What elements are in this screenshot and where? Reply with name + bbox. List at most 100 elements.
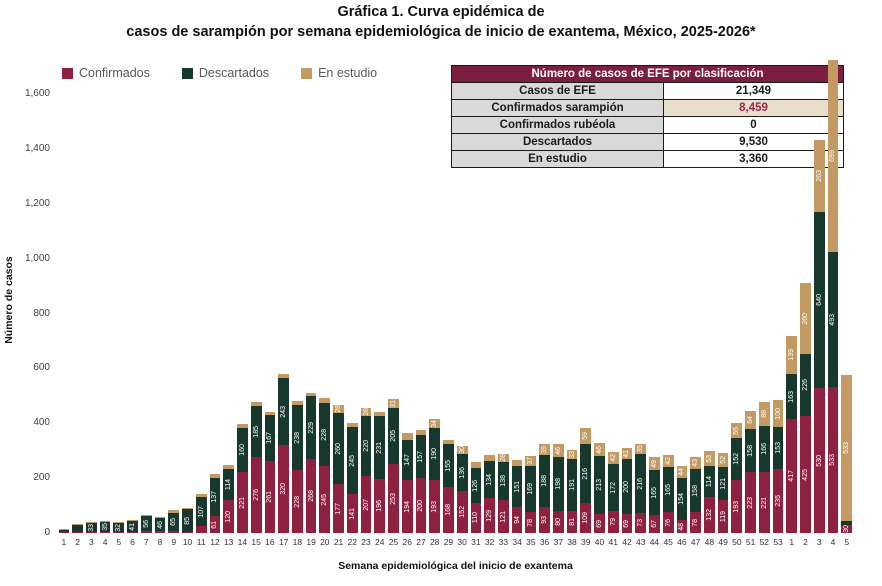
bar-value-label: 69 bbox=[623, 519, 631, 528]
x-axis-tick-label: 14 bbox=[237, 537, 248, 547]
bar-week-50-2025: 193 152 55 bbox=[730, 423, 744, 533]
bars-container: 33 35 32 41 56 46 65 85 107 61 137 120 114 221 160 276 1… bbox=[57, 52, 854, 533]
bar-segment-confirmados: 221 bbox=[237, 472, 248, 533]
bar-value-label: 163 bbox=[788, 390, 796, 403]
bar-value-label: 165 bbox=[664, 483, 672, 496]
x-axis-tick-label: 39 bbox=[581, 537, 591, 547]
bar-segment-confirmados: 235 bbox=[772, 469, 784, 533]
bar-segment-en-estudio: 43 bbox=[690, 457, 702, 469]
bar-segment-en-estudio bbox=[470, 462, 482, 468]
x-axis-tick-label: 24 bbox=[375, 537, 385, 547]
bar-segment-descartados: 154 bbox=[676, 478, 688, 520]
summary-row-label: Descartados bbox=[451, 133, 664, 151]
bar-week-35-2025: 78 169 37 bbox=[524, 456, 538, 533]
bar-segment-en-estudio bbox=[319, 398, 331, 403]
bar-value-label: 109 bbox=[582, 512, 590, 524]
summary-table-row: Casos de EFE 21,349 bbox=[451, 82, 844, 100]
x-axis-tick-label: 45 bbox=[663, 537, 673, 547]
bar-value-label: 533 bbox=[829, 454, 837, 466]
x-axis-tick-label: 32 bbox=[484, 537, 495, 547]
bar-segment-en-estudio: 33 bbox=[566, 450, 578, 459]
y-axis-labels: 0 200 400 600 800 1,000 1,200 1,400 1,600 bbox=[0, 72, 50, 538]
bar-value-label: 196 bbox=[376, 500, 384, 512]
bar-value-label: 417 bbox=[788, 470, 796, 482]
bar-segment-en-estudio: 263 bbox=[813, 140, 825, 212]
bar-segment-descartados: 260 bbox=[333, 413, 344, 484]
bar-segment-descartados: 191 bbox=[566, 459, 578, 511]
bar-week-44-2025: 67 165 49 bbox=[648, 457, 662, 533]
x-axis-tick-label: 34 bbox=[512, 537, 522, 547]
x-axis-tick-label: 33 bbox=[498, 537, 509, 547]
bar-segment-confirmados bbox=[58, 532, 70, 533]
bar-segment-confirmados: 152 bbox=[456, 491, 468, 533]
bar-segment-en-estudio bbox=[415, 430, 427, 435]
bar-value-label: 59 bbox=[582, 432, 590, 440]
x-axis-tick-label: 27 bbox=[416, 537, 426, 547]
chart-title-line1: Gráfica 1. Curva epidémica de bbox=[337, 4, 545, 20]
bar-segment-en-estudio: 49 bbox=[649, 457, 660, 470]
bar-week-53-2025: 235 153 100 bbox=[771, 400, 785, 533]
bar-week-39-2025: 109 216 59 bbox=[579, 428, 593, 533]
bar-value-label: 213 bbox=[596, 479, 603, 491]
x-axis-tick-label: 37 bbox=[553, 537, 564, 547]
x-axis-tick-label: 43 bbox=[635, 537, 646, 547]
bar-segment-en-estudio bbox=[374, 412, 386, 416]
bar-week-2-2026: 425 226 260 bbox=[799, 283, 813, 533]
bar-segment-descartados: 213 bbox=[594, 456, 605, 514]
bar-segment-confirmados: 120 bbox=[223, 500, 235, 533]
bar-value-label: 152 bbox=[458, 506, 466, 518]
bar-segment-confirmados: 207 bbox=[360, 476, 372, 533]
bar-segment-confirmados: 221 bbox=[758, 472, 770, 533]
bar-week-21-2025: 177 260 28 bbox=[332, 405, 346, 533]
bar-segment-descartados: 165 bbox=[662, 467, 674, 512]
bar-value-label: 245 bbox=[348, 454, 356, 467]
bar-value-label: 137 bbox=[211, 491, 219, 503]
bar-segment-descartados bbox=[58, 530, 70, 532]
bar-segment-en-estudio: 139 bbox=[786, 336, 798, 374]
bar-value-label: 61 bbox=[211, 520, 219, 529]
bar-value-label: 43 bbox=[692, 459, 700, 467]
bar-value-label: 226 bbox=[802, 379, 810, 391]
bar-week-37-2025: 80 198 46 bbox=[551, 444, 565, 533]
bar-value-label: 177 bbox=[335, 502, 343, 515]
x-axis-tick-label: 31 bbox=[471, 537, 481, 547]
bar-segment-descartados: 157 bbox=[415, 435, 427, 478]
x-axis-tick-label: 23 bbox=[361, 537, 371, 547]
bar-segment-confirmados: 30 bbox=[841, 525, 853, 533]
bar-value-label: 158 bbox=[692, 484, 700, 497]
bar-segment-confirmados bbox=[195, 526, 207, 533]
bar-value-label: 207 bbox=[362, 498, 370, 511]
bar-segment-en-estudio: 88 bbox=[758, 402, 770, 426]
summary-row-label: Casos de EFE bbox=[451, 82, 664, 100]
x-axis-tick-label: 40 bbox=[594, 537, 605, 547]
bar-week-51-2025: 223 158 64 bbox=[744, 411, 758, 533]
bar-segment-confirmados: 276 bbox=[250, 457, 262, 533]
bar-week-27-2025: 200 157 bbox=[414, 430, 428, 533]
y-axis-tick-label: 1,600 bbox=[24, 88, 50, 99]
bar-segment-en-estudio: 46 bbox=[552, 444, 564, 457]
bar-segment-descartados: 493 bbox=[827, 252, 839, 387]
bar-value-label: 216 bbox=[582, 467, 590, 480]
bar-segment-en-estudio bbox=[58, 529, 70, 530]
bar-week-42-2025: 69 200 41 bbox=[620, 448, 634, 533]
bar-segment-confirmados: 530 bbox=[813, 388, 825, 533]
bar-segment-en-estudio bbox=[278, 374, 289, 378]
x-axis-tick-label: 9 bbox=[171, 537, 177, 547]
bar-segment-confirmados bbox=[140, 531, 152, 533]
bar-segment-en-estudio bbox=[168, 510, 180, 513]
bar-segment-confirmados: 76 bbox=[662, 512, 674, 533]
y-axis-tick-label: 0 bbox=[44, 527, 50, 538]
bar-segment-confirmados: 245 bbox=[319, 466, 331, 533]
bar-segment-confirmados bbox=[85, 532, 97, 533]
legend-label: En estudio bbox=[318, 66, 378, 80]
bar-value-label: 228 bbox=[293, 495, 301, 508]
bar-value-label: 493 bbox=[829, 313, 837, 326]
x-axis-tick-label: 13 bbox=[223, 537, 234, 547]
bar-value-label: 129 bbox=[486, 509, 494, 522]
bar-segment-descartados: 126 bbox=[470, 468, 482, 503]
bar-value-label: 85 bbox=[183, 516, 191, 525]
x-axis-tick-label: 28 bbox=[429, 537, 440, 547]
bar-segment-confirmados: 61 bbox=[209, 516, 221, 533]
bar-value-label: 64 bbox=[747, 416, 755, 424]
bar-value-label: 530 bbox=[815, 454, 823, 467]
